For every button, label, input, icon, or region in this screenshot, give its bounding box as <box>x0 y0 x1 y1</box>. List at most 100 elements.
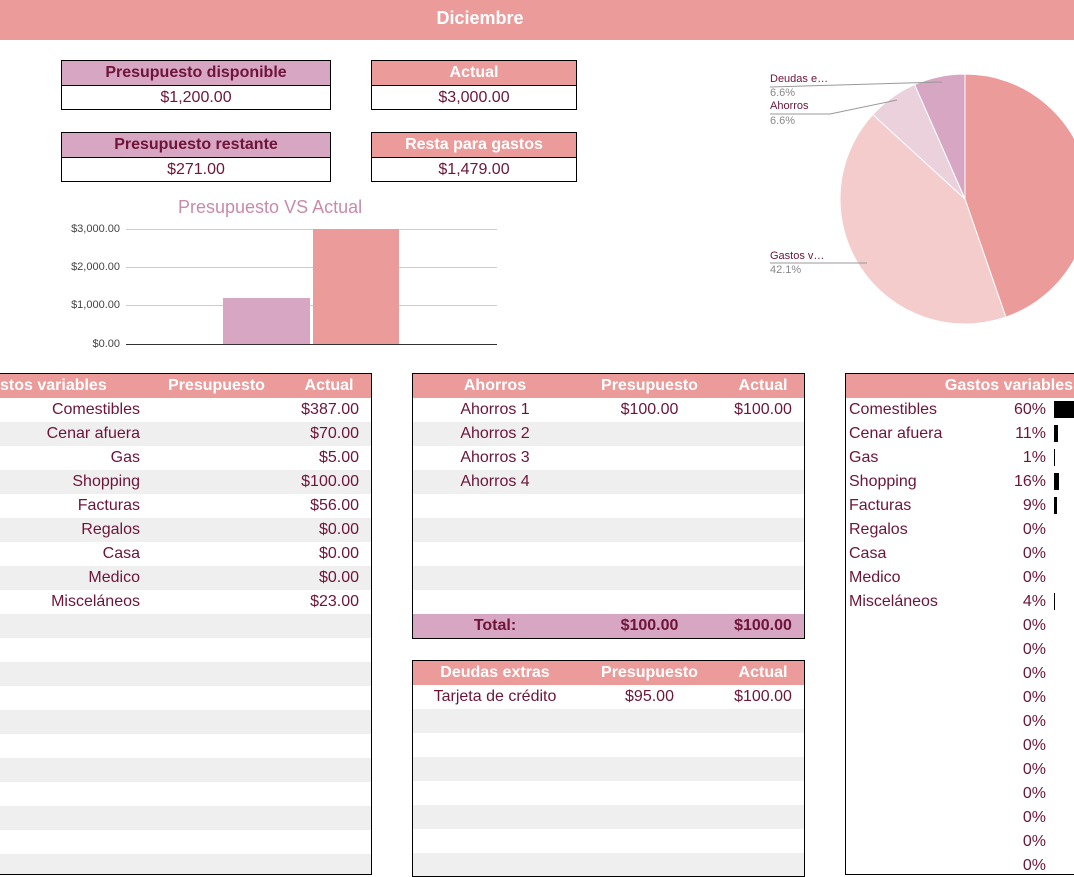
pie-chart[interactable] <box>760 60 1074 340</box>
row-budget[interactable] <box>577 709 722 733</box>
row-actual[interactable] <box>722 709 804 733</box>
row-pct[interactable]: 0% <box>1022 641 1046 658</box>
row-budget[interactable] <box>146 614 287 638</box>
row-budget[interactable]: $95.00 <box>625 688 674 705</box>
row-pct[interactable]: 16% <box>1013 473 1046 490</box>
row-name[interactable] <box>413 757 577 781</box>
pie-slice[interactable] <box>913 73 966 200</box>
row-name[interactable] <box>413 518 577 542</box>
row-actual[interactable] <box>722 422 804 446</box>
row-name[interactable] <box>413 542 577 566</box>
row-actual[interactable]: $100.00 <box>734 688 792 705</box>
row-actual[interactable] <box>287 638 371 662</box>
row-actual[interactable] <box>722 853 804 876</box>
row-budget[interactable] <box>146 686 287 710</box>
bar-presupuesto[interactable] <box>223 298 310 344</box>
row-budget[interactable] <box>577 542 722 566</box>
row-budget[interactable] <box>146 782 287 806</box>
row-budget[interactable] <box>577 853 722 876</box>
row-actual[interactable] <box>722 446 804 470</box>
row-pct[interactable]: 0% <box>1022 689 1046 706</box>
row-name[interactable]: Facturas <box>77 497 140 514</box>
row-budget[interactable] <box>577 590 722 614</box>
row-actual[interactable] <box>287 830 371 854</box>
row-budget[interactable] <box>146 854 287 874</box>
row-actual[interactable] <box>722 829 804 853</box>
row-actual[interactable] <box>287 734 371 758</box>
row-budget[interactable] <box>146 446 287 470</box>
row-name[interactable] <box>846 734 996 758</box>
row-name[interactable] <box>0 614 146 638</box>
row-budget[interactable] <box>577 829 722 853</box>
row-name[interactable]: Misceláneos <box>849 593 938 610</box>
row-name[interactable]: Casa <box>849 545 887 562</box>
row-actual[interactable] <box>722 757 804 781</box>
row-budget[interactable] <box>146 422 287 446</box>
row-budget[interactable] <box>577 494 722 518</box>
row-name[interactable]: Regalos <box>0 518 146 542</box>
row-actual[interactable] <box>722 470 804 494</box>
row-actual[interactable] <box>722 518 804 542</box>
row-pct[interactable]: 1% <box>1022 449 1046 466</box>
total-budget[interactable]: $100.00 <box>577 614 722 638</box>
row-pct[interactable]: 0% <box>1022 857 1046 874</box>
row-budget[interactable] <box>146 734 287 758</box>
row-pct[interactable]: 0% <box>1022 569 1046 586</box>
row-pct[interactable]: 11% <box>1015 425 1046 442</box>
presupuesto-disponible-value[interactable]: $1,200.00 <box>160 89 232 106</box>
row-name[interactable]: Shopping <box>849 473 917 490</box>
total-actual[interactable]: $100.00 <box>722 614 804 638</box>
row-name[interactable] <box>413 709 577 733</box>
row-name[interactable] <box>846 662 996 686</box>
row-name[interactable]: Cenar afuera <box>849 425 943 442</box>
row-actual[interactable]: $0.00 <box>318 545 359 562</box>
row-name[interactable] <box>413 829 577 853</box>
row-actual[interactable]: $100.00 <box>287 470 371 494</box>
row-name[interactable]: Shopping <box>0 470 146 494</box>
row-budget[interactable] <box>146 590 287 614</box>
row-budget[interactable] <box>146 494 287 518</box>
row-name[interactable]: Gas <box>110 449 140 466</box>
row-name[interactable] <box>413 733 577 757</box>
row-name[interactable] <box>846 830 996 854</box>
row-actual[interactable] <box>722 494 804 518</box>
row-name[interactable] <box>0 686 146 710</box>
row-actual[interactable]: $56.00 <box>310 497 359 514</box>
row-budget[interactable] <box>146 662 287 686</box>
row-name[interactable]: Regalos <box>849 521 908 538</box>
row-name[interactable] <box>846 686 996 710</box>
row-name[interactable] <box>846 806 996 830</box>
row-pct[interactable]: 0% <box>1022 617 1046 634</box>
row-actual[interactable] <box>722 590 804 614</box>
row-actual[interactable]: $387.00 <box>301 401 359 418</box>
row-budget[interactable]: $100.00 <box>620 401 679 418</box>
row-budget[interactable] <box>577 470 722 494</box>
pie-slice[interactable] <box>964 73 1074 318</box>
presupuesto-restante-value[interactable]: $271.00 <box>167 161 225 178</box>
row-name[interactable] <box>0 638 146 662</box>
row-pct[interactable]: 0% <box>1022 521 1046 538</box>
row-actual[interactable] <box>287 710 371 734</box>
row-name[interactable]: Cenar afuera <box>0 422 146 446</box>
row-name[interactable] <box>413 590 577 614</box>
row-budget[interactable] <box>577 446 722 470</box>
row-name[interactable] <box>413 494 577 518</box>
row-budget[interactable] <box>146 830 287 854</box>
row-budget[interactable] <box>146 518 287 542</box>
row-name[interactable]: Misceláneos <box>51 593 140 610</box>
row-name[interactable] <box>413 805 577 829</box>
row-pct[interactable]: 9% <box>1022 497 1046 514</box>
row-name[interactable] <box>0 710 146 734</box>
row-budget[interactable] <box>146 470 287 494</box>
row-budget[interactable] <box>146 566 287 590</box>
row-pct[interactable]: 0% <box>1022 545 1046 562</box>
row-budget[interactable] <box>577 518 722 542</box>
row-name[interactable] <box>413 781 577 805</box>
row-name[interactable]: Comestibles <box>849 401 938 418</box>
row-actual[interactable]: $70.00 <box>287 422 371 446</box>
row-name[interactable] <box>846 614 996 638</box>
row-pct[interactable]: 0% <box>1022 737 1046 754</box>
row-name[interactable] <box>0 830 146 854</box>
pie-slice[interactable] <box>839 113 1007 325</box>
row-pct[interactable]: 4% <box>1022 593 1046 610</box>
